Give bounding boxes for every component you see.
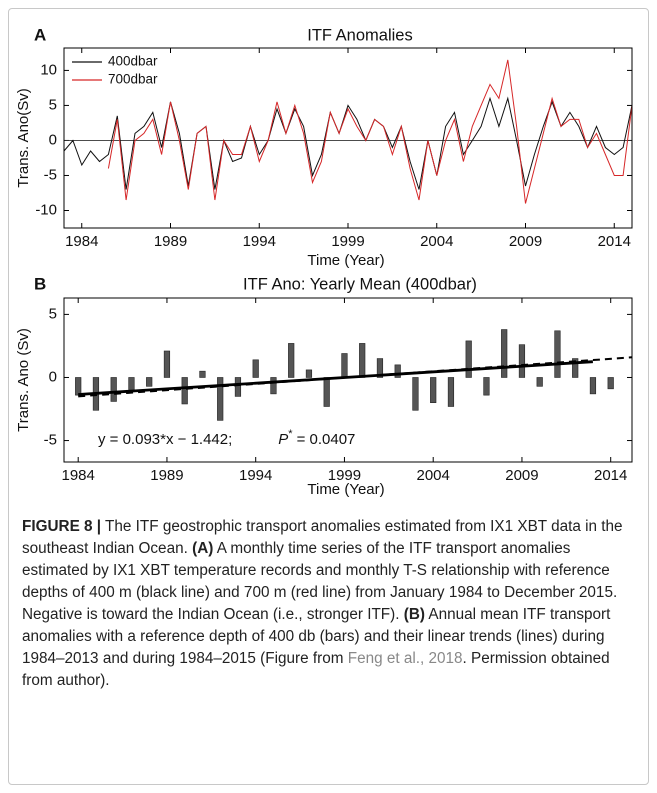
annotation-part: y = 0.093*x − 1.442; (98, 431, 232, 448)
y-tick-label: -5 (44, 432, 57, 449)
caption-plain: . Permission obtained from author). (22, 650, 610, 689)
bar (305, 369, 313, 378)
x-tick-label: 1994 (243, 233, 276, 250)
data-line (107, 59, 633, 204)
chart-title: ITF Ano: Yearly Mean (400dbar) (243, 275, 477, 293)
caption: FIGURE 8 | The ITF geostrophic transport… (22, 516, 634, 692)
y-tick-label: 0 (49, 368, 57, 385)
bar (518, 344, 526, 378)
bar (536, 377, 543, 387)
bar (554, 330, 561, 378)
panel-label: B (34, 274, 46, 293)
x-tick-label: 1999 (328, 467, 361, 484)
x-axis-label: Time (Year) (307, 252, 384, 269)
annotation-part: * (288, 428, 293, 440)
x-tick-label: 2004 (420, 233, 453, 250)
bar (341, 353, 348, 378)
y-axis-label: Trans. Ano(Sv) (15, 88, 32, 187)
x-tick-label: 1999 (331, 233, 364, 250)
bar (270, 377, 277, 395)
bar (128, 377, 135, 391)
bar (376, 358, 384, 378)
panel-label: A (34, 25, 46, 44)
legend-label: 700dbar (108, 72, 158, 87)
caption-plain: A monthly time series of the ITF transpo… (22, 540, 618, 623)
bar (110, 377, 117, 402)
x-tick-label: 1989 (150, 467, 183, 484)
bar (75, 377, 82, 396)
caption-bold: (B) (403, 606, 425, 623)
x-tick-label: 1984 (62, 467, 95, 484)
plot-frame (63, 47, 633, 229)
trend-line (78, 356, 633, 398)
bar (607, 377, 614, 390)
caption-plain: Annual mean ITF transport anomalies with… (22, 606, 611, 667)
x-tick-label: 2009 (509, 233, 542, 250)
bar (163, 350, 171, 378)
x-tick-label: 1984 (65, 233, 98, 250)
caption-link: Feng et al., 2018 (347, 650, 463, 667)
caption-label: FIGURE 8 | (22, 518, 102, 535)
x-axis-label: Time (Year) (307, 481, 384, 498)
y-tick-label: 5 (49, 305, 57, 322)
bar (359, 343, 366, 378)
y-tick-label: 5 (49, 96, 57, 113)
y-tick-label: 10 (40, 61, 57, 78)
bar (234, 377, 242, 397)
caption-plain: The ITF geostrophic transport anomalies … (22, 518, 623, 557)
data-line (63, 96, 633, 190)
bar (181, 377, 188, 405)
x-tick-label: 2009 (505, 467, 538, 484)
bar (323, 377, 330, 407)
plot-frame (63, 297, 633, 463)
y-axis-label: Trans. Ano (Sv) (15, 328, 32, 432)
x-tick-label: 2004 (417, 467, 450, 484)
bar (252, 359, 259, 378)
bar (412, 377, 419, 411)
y-tick-label: -10 (35, 201, 57, 218)
bar (572, 358, 579, 378)
bar (501, 329, 508, 378)
bar (146, 377, 153, 387)
bar (465, 340, 472, 378)
chart-title: ITF Anomalies (307, 26, 412, 44)
bar (199, 370, 206, 378)
annotation-part: = 0.0407 (297, 431, 356, 448)
charts: A ITF Anomalies Time (Year) Trans. Ano(Sv) 1… (15, 25, 633, 498)
bar (288, 343, 295, 378)
annotation-part: P (278, 431, 288, 448)
bar (430, 377, 437, 404)
bar (447, 377, 455, 407)
annotation: y = 0.093*x − 1.442; P* = 0.0407 (98, 428, 355, 448)
y-tick-label: 0 (49, 131, 57, 148)
x-tick-label: 1989 (154, 233, 187, 250)
caption-bold: (A) (192, 540, 214, 557)
bar (217, 377, 224, 421)
bar (483, 377, 490, 396)
x-tick-label: 2014 (598, 233, 631, 250)
figure-frame (8, 8, 649, 785)
bar (394, 364, 401, 378)
legend-label: 400dbar (108, 54, 158, 69)
y-tick-label: -5 (44, 166, 57, 183)
bar (589, 377, 597, 395)
x-tick-label: 1994 (239, 467, 272, 484)
x-tick-label: 2014 (594, 467, 627, 484)
